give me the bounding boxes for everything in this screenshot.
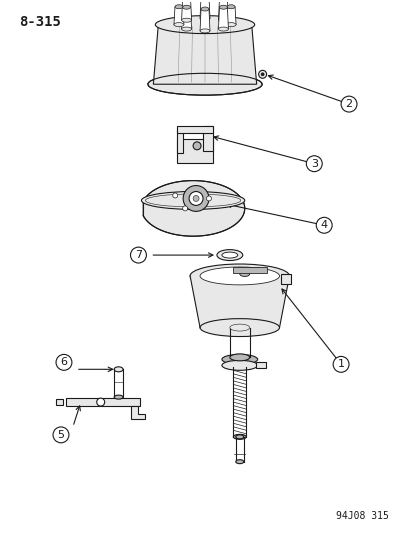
Polygon shape: [218, 0, 228, 20]
Circle shape: [258, 70, 266, 78]
Circle shape: [332, 357, 348, 372]
Ellipse shape: [221, 354, 257, 365]
Ellipse shape: [235, 435, 243, 439]
Polygon shape: [143, 181, 244, 236]
Polygon shape: [255, 362, 265, 368]
Circle shape: [261, 73, 263, 76]
Ellipse shape: [227, 5, 235, 9]
Ellipse shape: [199, 17, 209, 20]
Circle shape: [130, 247, 146, 263]
Ellipse shape: [233, 434, 246, 439]
Ellipse shape: [225, 22, 235, 27]
Circle shape: [56, 354, 72, 370]
Text: 1: 1: [337, 359, 344, 369]
Ellipse shape: [141, 191, 244, 209]
Circle shape: [53, 427, 69, 443]
Circle shape: [206, 196, 211, 201]
Circle shape: [306, 156, 321, 172]
Circle shape: [97, 398, 104, 406]
Circle shape: [182, 206, 187, 211]
Ellipse shape: [229, 324, 249, 331]
Ellipse shape: [216, 249, 242, 261]
Polygon shape: [181, 0, 191, 20]
Polygon shape: [177, 129, 183, 153]
Ellipse shape: [114, 395, 123, 399]
Polygon shape: [199, 0, 209, 18]
Ellipse shape: [199, 319, 279, 336]
Ellipse shape: [235, 459, 243, 464]
Ellipse shape: [173, 22, 183, 27]
Polygon shape: [177, 126, 212, 133]
Text: 94J08 315: 94J08 315: [335, 511, 388, 521]
Ellipse shape: [229, 354, 249, 361]
Ellipse shape: [201, 7, 209, 11]
Polygon shape: [190, 276, 289, 328]
Polygon shape: [181, 7, 191, 29]
Circle shape: [183, 185, 209, 212]
Ellipse shape: [221, 360, 257, 370]
Polygon shape: [66, 398, 140, 406]
Polygon shape: [177, 139, 212, 163]
Circle shape: [192, 196, 199, 201]
Ellipse shape: [147, 74, 261, 95]
Polygon shape: [218, 7, 228, 29]
Text: 3: 3: [310, 159, 317, 168]
Text: 5: 5: [57, 430, 64, 440]
Text: 7: 7: [135, 250, 142, 260]
Text: 6: 6: [60, 357, 67, 367]
Polygon shape: [173, 7, 183, 25]
Ellipse shape: [155, 15, 254, 34]
Ellipse shape: [145, 194, 240, 207]
Circle shape: [316, 217, 331, 233]
Circle shape: [192, 142, 201, 150]
Circle shape: [172, 193, 177, 198]
Circle shape: [189, 191, 202, 205]
Ellipse shape: [182, 5, 190, 9]
Text: 8-315: 8-315: [19, 15, 61, 29]
Polygon shape: [153, 25, 256, 84]
Ellipse shape: [199, 267, 279, 285]
Polygon shape: [202, 126, 212, 151]
Polygon shape: [225, 7, 235, 25]
Ellipse shape: [221, 252, 237, 258]
Ellipse shape: [181, 27, 191, 31]
Ellipse shape: [114, 367, 123, 372]
Polygon shape: [56, 399, 63, 405]
Polygon shape: [281, 274, 291, 284]
Ellipse shape: [218, 27, 228, 31]
Polygon shape: [199, 9, 209, 31]
Ellipse shape: [181, 18, 191, 22]
Polygon shape: [232, 267, 266, 273]
Polygon shape: [130, 406, 145, 419]
Text: 2: 2: [344, 99, 352, 109]
Ellipse shape: [219, 5, 227, 9]
Ellipse shape: [239, 271, 249, 277]
Ellipse shape: [218, 18, 228, 22]
Ellipse shape: [199, 29, 209, 33]
Text: 4: 4: [320, 220, 327, 230]
Circle shape: [340, 96, 356, 112]
Ellipse shape: [190, 264, 289, 288]
Ellipse shape: [175, 5, 183, 9]
